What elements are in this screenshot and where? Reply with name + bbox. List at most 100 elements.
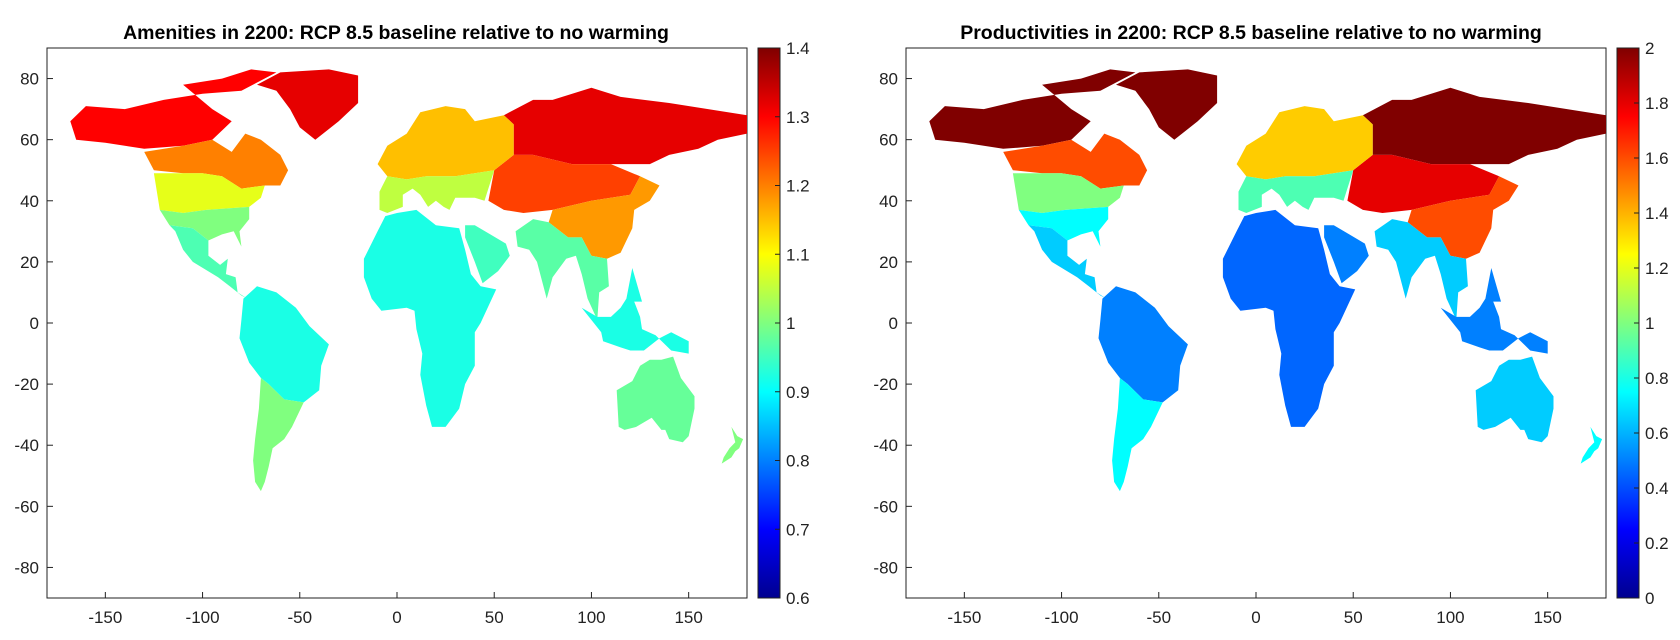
x-axis: -150 -100 -50 0 50 100 150 — [947, 592, 1562, 627]
x-tick-label: 0 — [392, 608, 401, 627]
region-central-usa — [1012, 173, 1124, 213]
region-china — [548, 176, 660, 259]
region-greenland — [257, 69, 359, 140]
region-southern-south-america — [253, 378, 304, 492]
region-eastern-canada — [1003, 133, 1148, 189]
region-central-asia-mongolia — [1347, 154, 1500, 213]
y-tick-label: -80 — [14, 558, 39, 577]
region-greenland — [1116, 69, 1218, 140]
region-india-southeast-asia — [1374, 219, 1468, 320]
colorbar-tick-label: 0.6 — [786, 589, 810, 608]
region-mexico-central-america — [169, 225, 248, 299]
colorbar-tick-label: 1 — [1645, 314, 1654, 333]
land-regions — [70, 69, 747, 492]
region-indonesia-maritime-se-asia — [1440, 268, 1548, 354]
colorbar-ticks: 2 1.8 1.6 1.4 1.2 1 0.8 0.6 0.4 0.2 0 — [1634, 39, 1669, 608]
colorbar-tick-label: 1.2 — [786, 177, 810, 196]
region-southern-usa — [159, 206, 250, 247]
y-tick-label: 80 — [20, 70, 39, 89]
colorbar-tick-label: 0.7 — [786, 520, 810, 539]
y-tick-label: 60 — [879, 131, 898, 150]
x-tick-label: -100 — [186, 608, 220, 627]
y-tick-label: 20 — [20, 253, 39, 272]
region-southern-usa — [1018, 206, 1109, 247]
colorbar-tick-label: 1.4 — [786, 39, 810, 58]
x-tick-label: 150 — [1533, 608, 1561, 627]
region-new-zealand — [1580, 426, 1603, 464]
y-tick-label: -60 — [14, 497, 39, 516]
x-axis: -150 -100 -50 0 50 100 150 — [88, 592, 703, 627]
region-indonesia-maritime-se-asia — [581, 268, 689, 354]
y-tick-label: 40 — [879, 192, 898, 211]
region-australia — [1475, 356, 1554, 443]
y-tick-label: 60 — [20, 131, 39, 150]
y-tick-label: -40 — [14, 436, 39, 455]
colorbar-tick-label: 0 — [1645, 589, 1654, 608]
region-arabia — [1324, 225, 1369, 284]
y-tick-label: -20 — [873, 375, 898, 394]
y-tick-label: 20 — [879, 253, 898, 272]
x-tick-label: -50 — [287, 608, 312, 627]
region-central-asia-mongolia — [488, 154, 641, 213]
y-tick-label: -20 — [14, 375, 39, 394]
region-china — [1407, 176, 1519, 259]
region-south-america-tropics — [239, 286, 329, 403]
productivities-map-panel: Productivities in 2200: RCP 8.5 baseline… — [873, 22, 1668, 627]
region-southern-south-america — [1112, 378, 1163, 492]
x-tick-label: 50 — [485, 608, 504, 627]
amenities-map-panel: Amenities in 2200: RCP 8.5 baseline rela… — [14, 22, 809, 627]
x-tick-label: 100 — [577, 608, 605, 627]
x-tick-label: -150 — [88, 608, 122, 627]
land-regions — [929, 69, 1606, 492]
colorbar-tick-label: 1.6 — [1645, 149, 1669, 168]
region-northern-europe — [1236, 106, 1373, 180]
region-arabia — [465, 225, 510, 284]
region-south-america-tropics — [1098, 286, 1188, 403]
region-northern-europe — [377, 106, 514, 180]
chart-title: Productivities in 2200: RCP 8.5 baseline… — [960, 22, 1542, 44]
region-northern-siberia — [503, 87, 747, 165]
region-india-southeast-asia — [515, 219, 609, 320]
region-mexico-central-america — [1028, 225, 1107, 299]
region-northern-siberia — [1362, 87, 1606, 165]
y-tick-label: 80 — [879, 70, 898, 89]
colorbar-tick-label: 0.9 — [786, 383, 810, 402]
x-tick-label: 150 — [674, 608, 702, 627]
region-arctic-canada-alaska — [929, 69, 1136, 149]
y-tick-label: 40 — [20, 192, 39, 211]
y-tick-label: -40 — [873, 436, 898, 455]
colorbar-tick-label: 1.1 — [786, 245, 810, 264]
colorbar-tick-label: 1 — [786, 314, 795, 333]
colorbar-tick-label: 0.2 — [1645, 534, 1669, 553]
x-tick-label: 0 — [1251, 608, 1260, 627]
colorbar-tick-label: 2 — [1645, 39, 1654, 58]
region-central-usa — [153, 173, 265, 213]
y-tick-label: -80 — [873, 558, 898, 577]
region-australia — [616, 356, 695, 443]
colorbar-tick-label: 0.4 — [1645, 479, 1669, 498]
colorbar-tick-label: 1.8 — [1645, 94, 1669, 113]
y-tick-label: -60 — [873, 497, 898, 516]
region-eastern-canada — [144, 133, 289, 189]
colorbar-tick-label: 1.4 — [1645, 204, 1669, 223]
colorbar-tick-label: 1.2 — [1645, 259, 1669, 278]
y-axis: 80 60 40 20 0 -20 -40 -60 -80 — [873, 70, 912, 577]
x-tick-label: 100 — [1436, 608, 1464, 627]
y-axis: 80 60 40 20 0 -20 -40 -60 -80 — [14, 70, 53, 577]
x-tick-label: -100 — [1045, 608, 1079, 627]
colorbar-tick-label: 0.8 — [786, 452, 810, 471]
region-southern-europe-mediterranean — [1238, 170, 1354, 213]
region-arctic-canada-alaska — [70, 69, 277, 149]
colorbar-tick-label: 0.8 — [1645, 369, 1669, 388]
x-tick-label: -50 — [1146, 608, 1171, 627]
region-southern-europe-mediterranean — [379, 170, 495, 213]
x-tick-label: -150 — [947, 608, 981, 627]
y-tick-label: 0 — [889, 314, 898, 333]
x-tick-label: 50 — [1344, 608, 1363, 627]
colorbar-tick-label: 0.6 — [1645, 424, 1669, 443]
region-new-zealand — [721, 426, 744, 464]
region-africa — [363, 209, 497, 427]
chart-title: Amenities in 2200: RCP 8.5 baseline rela… — [123, 22, 669, 44]
colorbar-ticks: 1.4 1.3 1.2 1.1 1 0.9 0.8 0.7 0.6 — [775, 39, 810, 608]
